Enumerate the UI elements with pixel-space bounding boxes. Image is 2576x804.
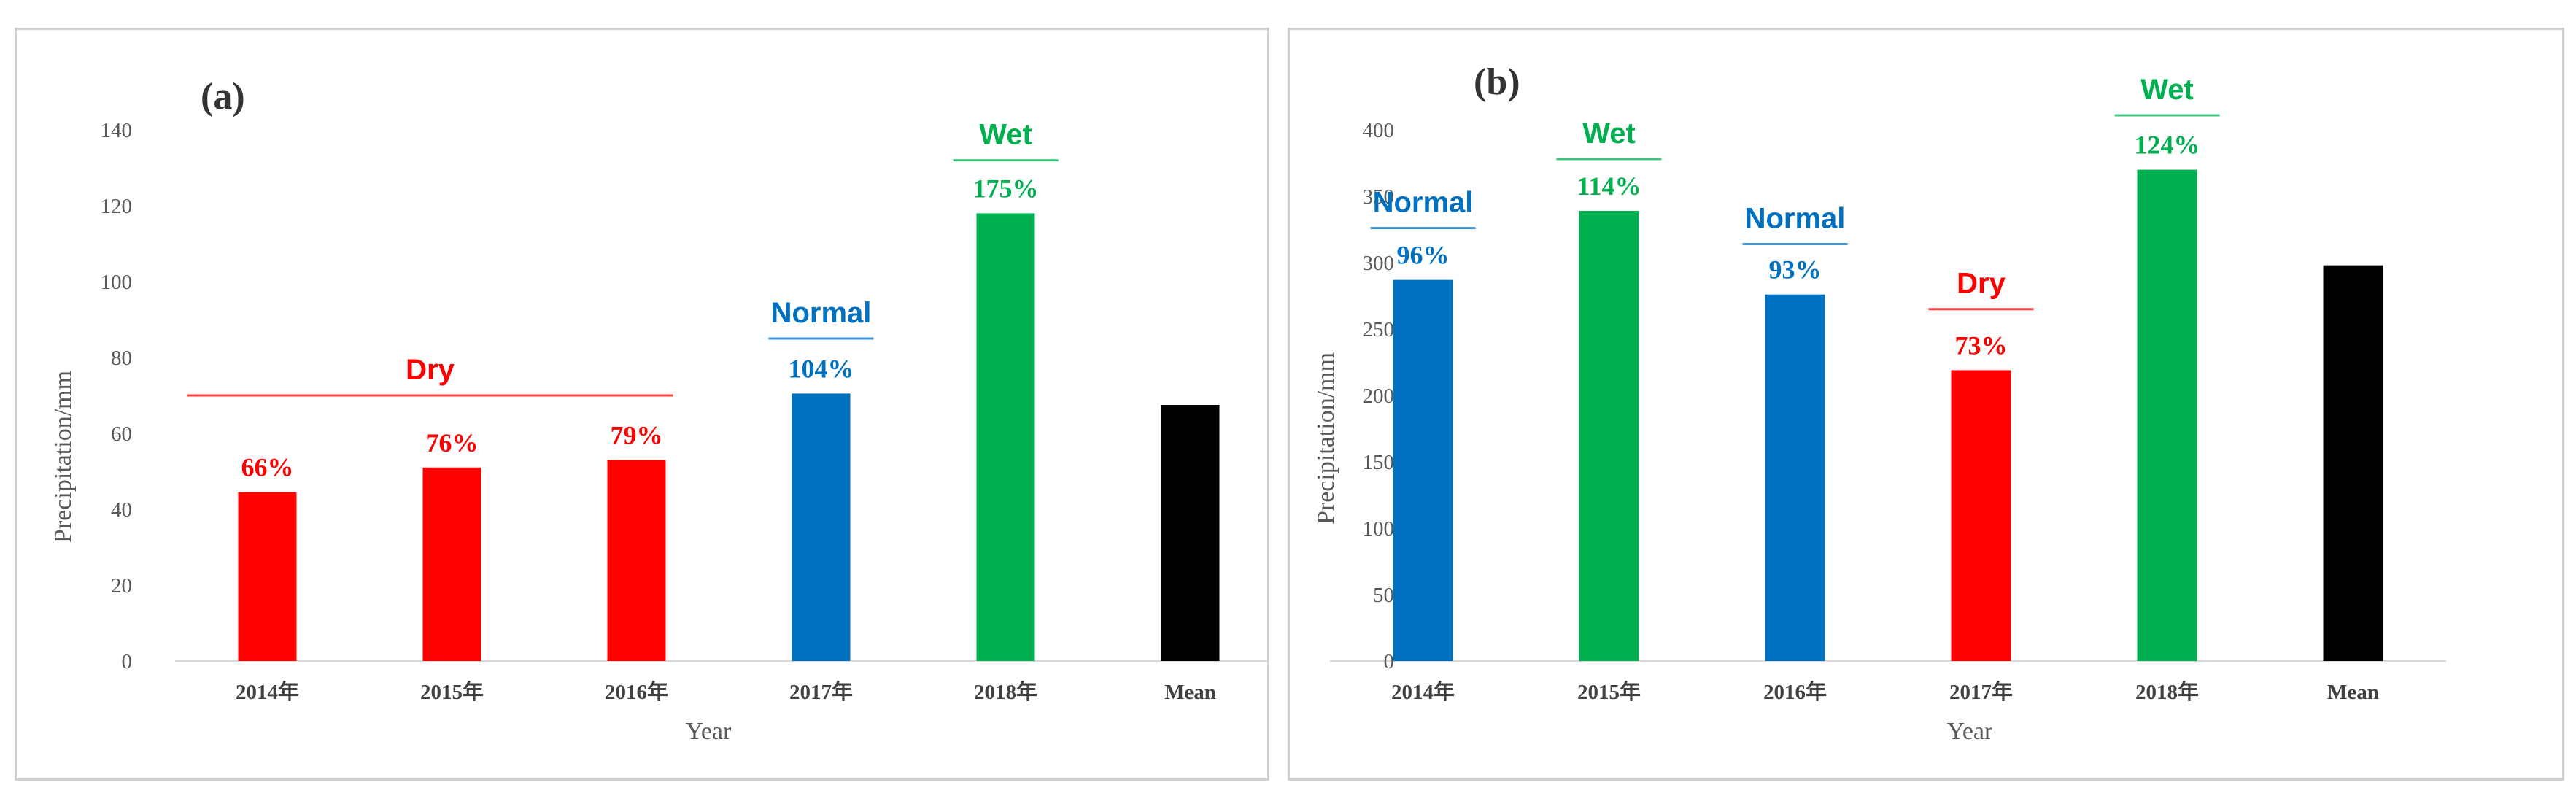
bar [1393, 279, 1453, 661]
class-label: Normal [771, 297, 872, 329]
data-label: 175% [973, 174, 1039, 203]
data-label: 93% [1769, 255, 1822, 285]
class-label: Wet [979, 119, 1032, 151]
data-label: 124% [2135, 131, 2200, 160]
x-tick-label: 2017年 [789, 679, 853, 704]
x-tick-label: 2018年 [974, 679, 1037, 704]
y-tick-label: 60 [111, 422, 132, 446]
bar [792, 393, 851, 661]
y-tick-label: 150 [1363, 451, 1395, 474]
chart-panel-a: (a) Year Precipitation/mm 0 20 40 60 80 100 12… [15, 28, 1283, 781]
data-label: 79% [611, 420, 663, 449]
data-label: 104% [789, 354, 854, 383]
panel-label: (a) [201, 76, 245, 117]
y-tick-label: 100 [101, 271, 133, 294]
y-tick-label: 140 [101, 119, 133, 142]
y-tick-label: 80 [111, 347, 132, 370]
y-axis-title: Precipitation/mm [50, 371, 77, 543]
data-label: 73% [1955, 331, 2008, 360]
class-label: Dry [406, 354, 455, 386]
x-tick-label: 2014年 [1391, 679, 1455, 704]
bar [1579, 211, 1639, 661]
y-tick-label: 100 [1363, 517, 1395, 541]
x-axis-title: Year [686, 718, 732, 745]
x-tick-label: 2016年 [605, 679, 668, 704]
data-label: 66% [241, 453, 294, 482]
x-tick-label: 2015年 [1577, 679, 1641, 704]
bar [607, 460, 666, 661]
bar [2323, 265, 2383, 661]
y-tick-label: 200 [1363, 384, 1395, 408]
y-tick-label: 300 [1363, 252, 1395, 275]
data-label: 114% [1577, 171, 1641, 201]
x-tick-label: Mean [1164, 681, 1216, 704]
x-tick-label: Mean [2327, 681, 2379, 704]
y-tick-label: 20 [111, 574, 132, 598]
x-tick-label: 2015年 [420, 679, 484, 704]
y-tick-label: 120 [101, 195, 133, 218]
class-label: Wet [1582, 117, 1636, 150]
y-tick-label: 0 [1384, 650, 1395, 673]
y-tick-label: 50 [1373, 584, 1394, 607]
y-tick-label: 400 [1363, 119, 1395, 142]
bar [422, 467, 481, 661]
chart-panel-b: (b) Year Precipitation/mm 0 50 100 150 200 25… [1288, 28, 2564, 781]
x-tick-label: 2014年 [236, 679, 299, 704]
x-axis-title: Year [1947, 718, 1993, 745]
class-label: Normal [1373, 187, 1474, 219]
y-tick-label: 0 [122, 650, 133, 673]
class-label: Wet [2140, 74, 2194, 106]
y-tick-label: 350 [1363, 185, 1395, 209]
bar [976, 213, 1035, 661]
chart-b-svg: (b) Year Precipitation/mm 0 50 100 150 200 25… [1312, 61, 2446, 745]
y-tick-label: 40 [111, 498, 132, 522]
panel-label: (b) [1474, 61, 1520, 103]
bar [238, 492, 297, 661]
class-label: Normal [1745, 203, 1846, 235]
bar [1161, 405, 1220, 661]
x-tick-label: 2016年 [1763, 679, 1827, 704]
x-tick-label: 2017年 [1949, 679, 2013, 704]
y-tick-label: 250 [1363, 318, 1395, 341]
bar [1951, 370, 2011, 661]
bar [1765, 294, 1825, 661]
data-label: 96% [1397, 241, 1450, 270]
y-axis-title: Precipitation/mm [1312, 352, 1339, 525]
x-tick-label: 2018年 [2135, 679, 2199, 704]
data-label: 76% [426, 428, 479, 457]
chart-a-svg: (a) Year Precipitation/mm 0 20 40 60 80 100 12… [50, 76, 1283, 745]
class-label: Dry [1957, 268, 2006, 300]
bar [2137, 169, 2197, 662]
